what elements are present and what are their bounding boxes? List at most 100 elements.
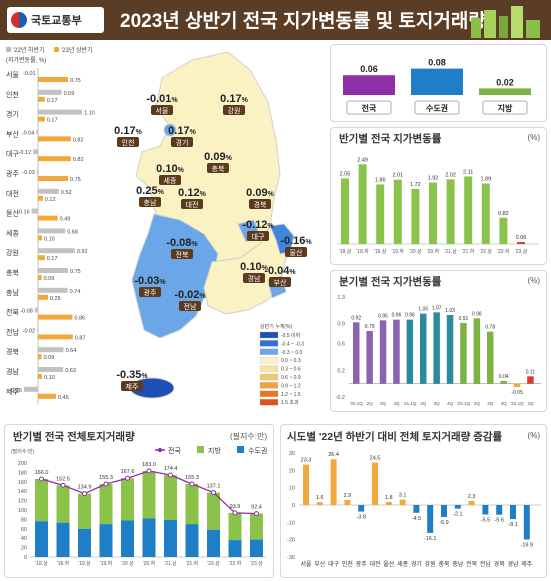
value-label-2023: 0.75: [70, 78, 81, 84]
legend-label-2022: '22년 하반기: [13, 46, 45, 54]
quarterly-category: 2Q: [527, 401, 534, 406]
change-bar: [372, 462, 378, 505]
regional-unit: (지가변동률, %): [6, 56, 46, 64]
tx-bar-regional: [99, 484, 113, 525]
map-value: 0.17%: [168, 125, 196, 137]
map-region-badge: [207, 163, 229, 173]
bar-2023: [38, 235, 42, 241]
value-label-2022: 0.68: [67, 229, 78, 235]
map-legend-swatch: [259, 340, 279, 347]
quarterly-bar: [379, 320, 387, 384]
tx-bar-capital: [164, 519, 177, 557]
map-percent: %: [262, 265, 269, 272]
halfyear-bar: [464, 176, 473, 244]
map-region-badge: [139, 197, 161, 207]
halfyear-value: 2.05: [340, 171, 351, 177]
change-value: -2.1: [453, 512, 462, 518]
halfyear-bar: [446, 179, 455, 244]
tx-bar-regional: [121, 478, 134, 521]
bar-2022: [38, 268, 68, 273]
halfyear-value: 2.49: [357, 157, 368, 163]
map-region-name: 충남: [144, 198, 157, 207]
tx-bar-regional: [78, 493, 91, 529]
change-value: -16.1: [424, 536, 437, 542]
map-legend-label: -0.4 ~ -0.3: [281, 341, 304, 347]
regional-change-chart: '22년 하반기 '23년 상반기 (지가변동률, %) 서울 -0.01 0.75 인천 0…: [6, 46, 95, 405]
quarterly-chart: 1.3 0.9 0.6 0.2 -0.2 0.92 '20.1Q 0.79 2Q 0.95 3Q 0.…: [336, 295, 541, 406]
bar-2022: [38, 109, 82, 115]
map-region-name: 광주: [144, 289, 157, 297]
tx-total-value: 183.0: [142, 462, 156, 468]
change-value: 3.1: [399, 493, 407, 499]
map-value: -0.35%: [116, 369, 148, 381]
value-label-2023: 0.10: [44, 375, 55, 381]
ministry-name: 국토교통부: [31, 15, 82, 27]
halfyear-bar: [341, 178, 349, 244]
tx-total-point: [211, 490, 216, 496]
quarterly-bar: [366, 331, 373, 384]
quarterly-category: '20.1Q: [350, 401, 364, 406]
taegeuk-icon: [11, 12, 27, 28]
quarterly-bar: [487, 331, 494, 384]
change-category: 경북: [494, 561, 506, 568]
map-region-name: 제주: [126, 383, 139, 391]
korea-map: -0.01%서울0.17%인천0.17%경기0.17%강원0.10%세종0.09…: [114, 51, 312, 406]
quarterly-value: 0.78: [485, 325, 495, 331]
change-value: -6.9: [439, 520, 448, 526]
tx-total-point: [146, 468, 152, 474]
map-value: 0.10%: [240, 261, 268, 273]
quarterly-title: 분기별 전국 지가변동률: [339, 276, 442, 288]
value-label-2022: 0.92: [77, 249, 88, 255]
tx-ytick: 120: [18, 499, 27, 505]
change-category: 대전: [369, 560, 380, 568]
map-region-badge: [249, 199, 271, 209]
quarterly-category: '21.1Q: [403, 401, 417, 406]
summary-label: 전국: [362, 103, 377, 113]
region-label: 전북: [6, 308, 19, 317]
change-bar: [523, 505, 530, 540]
summary-label: 수도권: [426, 103, 448, 113]
change-bar: [316, 502, 323, 505]
tx-category: '21.상: [164, 560, 177, 567]
quarterly-value: 0.96: [392, 313, 402, 319]
map-region-badge: [117, 137, 139, 147]
bar-2023: [38, 374, 42, 379]
tx-total-point: [82, 491, 87, 497]
value-label-2022: -0.01: [23, 71, 36, 77]
map-region-badge: [139, 287, 161, 297]
change-bar: [385, 501, 392, 505]
tx-total-point: [103, 481, 109, 487]
map-legend-swatch: [259, 382, 279, 389]
summary-bar: [411, 68, 463, 95]
region-label: 충북: [6, 268, 19, 277]
tx-total-value: 155.3: [185, 475, 199, 481]
quarterly-value: 0.92: [351, 315, 361, 321]
change-value: 1.8: [385, 495, 393, 501]
map-value: -0.16%: [280, 235, 312, 247]
tx-bar-capital: [185, 524, 199, 557]
map-value: -0.02%: [174, 289, 206, 301]
value-label-2023: 0.82: [73, 137, 84, 143]
map-value: 0.25%: [136, 185, 164, 197]
tx-category: '22.하: [229, 560, 242, 567]
map-percent: %: [200, 191, 207, 198]
map-region-name: 경북: [254, 200, 267, 209]
tx-total-point: [60, 482, 66, 488]
halfyear-value: 2.01: [392, 173, 403, 179]
quarterly-value: 1.05: [418, 307, 428, 313]
map-region-name: 세종: [164, 176, 177, 185]
map-percent: %: [305, 239, 312, 246]
halfyear-bar: [499, 217, 508, 244]
tx-bar-capital: [228, 540, 242, 557]
quarterly-bar: [406, 319, 414, 384]
tx-total-value: 92.4: [251, 505, 262, 511]
region-label: 강원: [6, 248, 19, 257]
quarterly-bar: [513, 383, 521, 387]
value-label-2022: 1.10: [84, 111, 95, 117]
change-category: 충북: [438, 560, 450, 568]
tx-total-value: 166.0: [35, 470, 49, 476]
bar-2022: [31, 208, 38, 214]
bar-2022: [36, 169, 38, 174]
change-category: 세종: [397, 560, 409, 568]
tx-category: '19.하: [100, 560, 113, 567]
